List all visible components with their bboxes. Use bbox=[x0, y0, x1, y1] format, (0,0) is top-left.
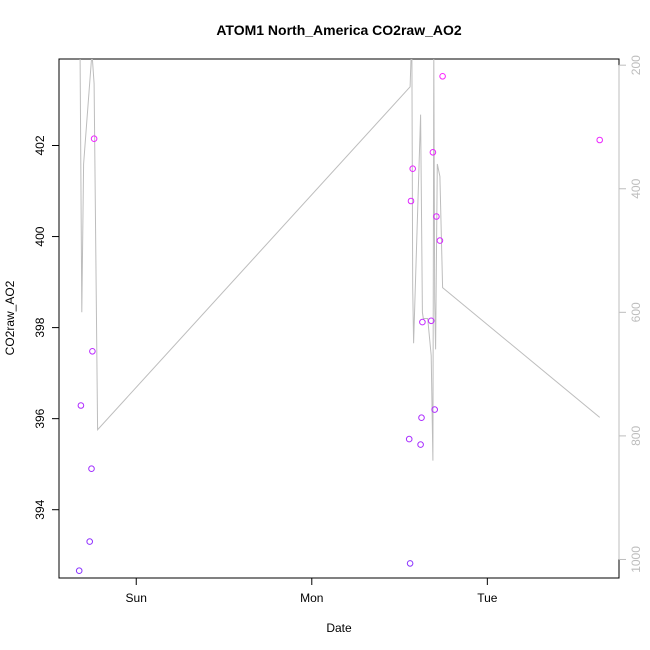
data-point bbox=[429, 149, 437, 156]
y-right-tick-label: 1000 bbox=[629, 546, 643, 573]
data-point bbox=[417, 441, 424, 448]
data-point bbox=[89, 348, 96, 355]
data-point bbox=[88, 465, 95, 473]
data-point bbox=[86, 538, 93, 545]
y-left-tick-label: 396 bbox=[33, 408, 47, 428]
y-right-tick-label: 400 bbox=[629, 178, 643, 198]
chart-title: ATOM1 North_America CO2raw_AO2 bbox=[216, 22, 462, 38]
data-point bbox=[419, 318, 426, 326]
x-axis: Sun Mon Tue bbox=[126, 578, 498, 605]
x-tick-label: Mon bbox=[300, 591, 323, 605]
plot-frame bbox=[58, 58, 620, 579]
series-points bbox=[75, 73, 604, 575]
data-point bbox=[596, 136, 604, 144]
y-left-tick-label: 398 bbox=[33, 317, 47, 337]
y-right-tick-label: 600 bbox=[629, 302, 643, 322]
y-axis-label: CO2raw_AO2 bbox=[3, 280, 17, 355]
data-point bbox=[75, 567, 83, 575]
series-line-path bbox=[79, 59, 601, 461]
data-point bbox=[418, 414, 425, 422]
x-tick-label: Tue bbox=[477, 591, 498, 605]
x-axis-label: Date bbox=[326, 621, 352, 635]
data-point bbox=[406, 560, 414, 567]
y-left-tick-label: 394 bbox=[33, 499, 47, 519]
data-point bbox=[431, 406, 439, 413]
data-point bbox=[409, 165, 417, 172]
data-point bbox=[433, 213, 440, 220]
data-point bbox=[439, 73, 446, 80]
data-point bbox=[407, 197, 415, 205]
data-point bbox=[77, 402, 85, 409]
series-line bbox=[79, 59, 601, 461]
y-axis-right: 200 400 600 800 1000 bbox=[618, 55, 643, 573]
data-point bbox=[90, 135, 98, 142]
y-axis-left: 394 396 398 400 402 bbox=[33, 135, 59, 520]
y-right-tick-label: 200 bbox=[629, 55, 643, 75]
data-point bbox=[436, 237, 444, 244]
x-tick-label: Sun bbox=[126, 591, 147, 605]
y-left-tick-label: 402 bbox=[33, 135, 47, 155]
data-point bbox=[405, 435, 413, 443]
y-right-tick-label: 800 bbox=[629, 426, 643, 446]
data-point bbox=[427, 317, 435, 325]
y-left-tick-label: 400 bbox=[33, 226, 47, 246]
